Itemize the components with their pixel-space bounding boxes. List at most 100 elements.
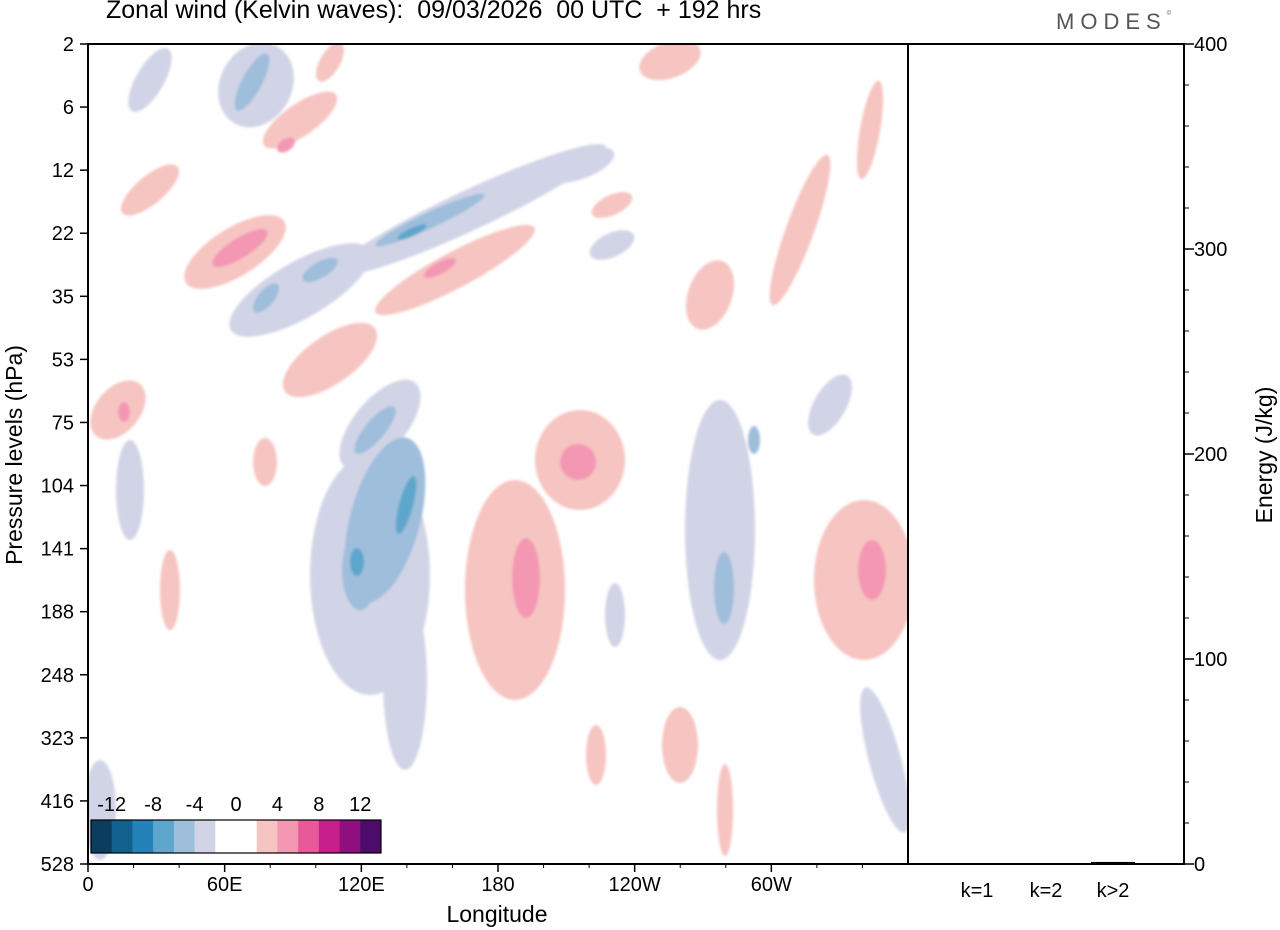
y-tick-label: 323 <box>41 728 74 750</box>
y-axis-title: Pressure levels (hPa) <box>1 345 27 565</box>
contour-pos <box>591 192 633 218</box>
contour-pos <box>90 380 146 440</box>
contour-neg <box>116 440 144 540</box>
x-tick-label: 180 <box>481 874 514 896</box>
y-tick-label: 528 <box>41 854 74 876</box>
energy-category-label: k=2 <box>1030 880 1063 902</box>
colorbar-swatch <box>277 820 299 853</box>
contour-pos <box>560 444 596 480</box>
colorbar-swatch <box>153 820 175 853</box>
contour-pos <box>685 260 735 330</box>
energy-tick-label: 0 <box>1194 854 1205 876</box>
colorbar-label: 4 <box>272 794 283 816</box>
colorbar-swatch <box>298 820 320 853</box>
energy-bars: k=1 k=2 k>2 <box>955 861 1135 902</box>
modes-logo: MODES© <box>1056 9 1171 35</box>
y-tick-label: 2 <box>63 34 74 56</box>
colorbar-swatch <box>132 820 154 853</box>
pressure-axis: 2 6 12 22 35 53 75 104 141 188 248 323 416 528 <box>41 34 88 876</box>
contour-neg <box>252 283 280 313</box>
colorbar-swatch <box>194 820 216 853</box>
colorbar-swatch <box>215 820 237 853</box>
energy-plot-frame <box>907 43 1185 865</box>
colorbar-swatch <box>318 820 340 853</box>
contour-pos <box>262 91 338 149</box>
colorbar-legend: -12 -8 -4 0 4 8 12 <box>90 794 382 854</box>
colorbar-label: 0 <box>230 794 241 816</box>
contour-pos <box>639 44 701 81</box>
colorbar-swatch <box>360 820 382 853</box>
contour-field <box>88 44 908 860</box>
colorbar-frame <box>90 819 382 854</box>
energy-bar <box>1091 861 1135 864</box>
y-tick-label: 188 <box>41 602 74 624</box>
y-tick-label: 6 <box>63 97 74 119</box>
x-axis-title: Longitude <box>446 901 547 927</box>
contour-neg <box>605 583 625 647</box>
contour-pos <box>423 258 457 278</box>
contour-pos <box>769 154 831 306</box>
colorbar-label: -4 <box>186 794 204 816</box>
contour-pos <box>316 44 344 82</box>
y-tick-label: 12 <box>52 160 74 182</box>
contour-neg <box>397 224 427 240</box>
contour-neg <box>128 48 172 112</box>
energy-axis: 0 100 200 300 400 <box>1184 34 1227 876</box>
colorbar-swatch <box>256 820 278 853</box>
y-tick-label: 35 <box>52 286 74 308</box>
x-tick-label: 120W <box>609 874 661 896</box>
contour-pos <box>512 538 540 618</box>
colorbar-swatch <box>173 820 195 853</box>
longitude-axis: 0 60E 120E 180 120W 60W <box>82 864 863 896</box>
colorbar-swatch <box>339 820 361 853</box>
contour-neg <box>302 257 338 283</box>
contour-neg <box>545 146 615 184</box>
contour-pos <box>662 707 698 783</box>
contour-pos <box>717 764 733 856</box>
colorbar-swatch <box>111 820 133 853</box>
y-tick-label: 416 <box>41 791 74 813</box>
contour-neg <box>860 687 908 833</box>
colorbar-swatch <box>236 820 258 853</box>
contour-pos <box>118 402 130 422</box>
chart-title: Zonal wind (Kelvin waves): 09/03/2026 00… <box>106 0 762 24</box>
energy-axis-title: Energy (J/kg) <box>1251 387 1277 524</box>
colorbar-swatch <box>91 820 113 853</box>
contour-plot-frame <box>87 43 909 865</box>
y-tick-label: 53 <box>52 349 74 371</box>
contour-neg <box>808 374 852 436</box>
contour-pos <box>253 438 277 486</box>
contour-neg <box>714 552 734 624</box>
copyright-mark: © <box>1166 11 1172 17</box>
contour-neg <box>350 548 364 576</box>
contour-neg <box>354 406 396 454</box>
contour-pos <box>856 80 884 180</box>
contour-pos <box>212 229 268 267</box>
colorbar-label: 12 <box>349 794 371 816</box>
colorbar-label: 8 <box>313 794 324 816</box>
contour-pos <box>375 224 535 316</box>
contour-neg <box>395 475 417 535</box>
y-tick-label: 75 <box>52 412 74 434</box>
energy-category-label: k=1 <box>961 880 994 902</box>
y-tick-label: 248 <box>41 665 74 687</box>
colorbar-label: -8 <box>144 794 162 816</box>
contour-pos <box>586 725 606 785</box>
energy-tick-label: 100 <box>1194 649 1227 671</box>
energy-tick-label: 300 <box>1194 239 1227 261</box>
contour-neg <box>748 426 760 454</box>
energy-bar <box>955 863 999 864</box>
contour-neg <box>589 230 635 260</box>
energy-category-label: k>2 <box>1097 880 1130 902</box>
contour-neg <box>234 53 270 111</box>
x-tick-label: 60E <box>207 874 243 896</box>
x-tick-label: 0 <box>82 874 93 896</box>
contour-pos <box>277 137 295 153</box>
y-tick-label: 141 <box>41 539 74 561</box>
y-tick-label: 104 <box>41 476 74 498</box>
y-tick-label: 22 <box>52 223 74 245</box>
energy-bar <box>1024 863 1068 864</box>
x-tick-label: 120E <box>338 874 385 896</box>
contour-neg <box>333 144 607 276</box>
